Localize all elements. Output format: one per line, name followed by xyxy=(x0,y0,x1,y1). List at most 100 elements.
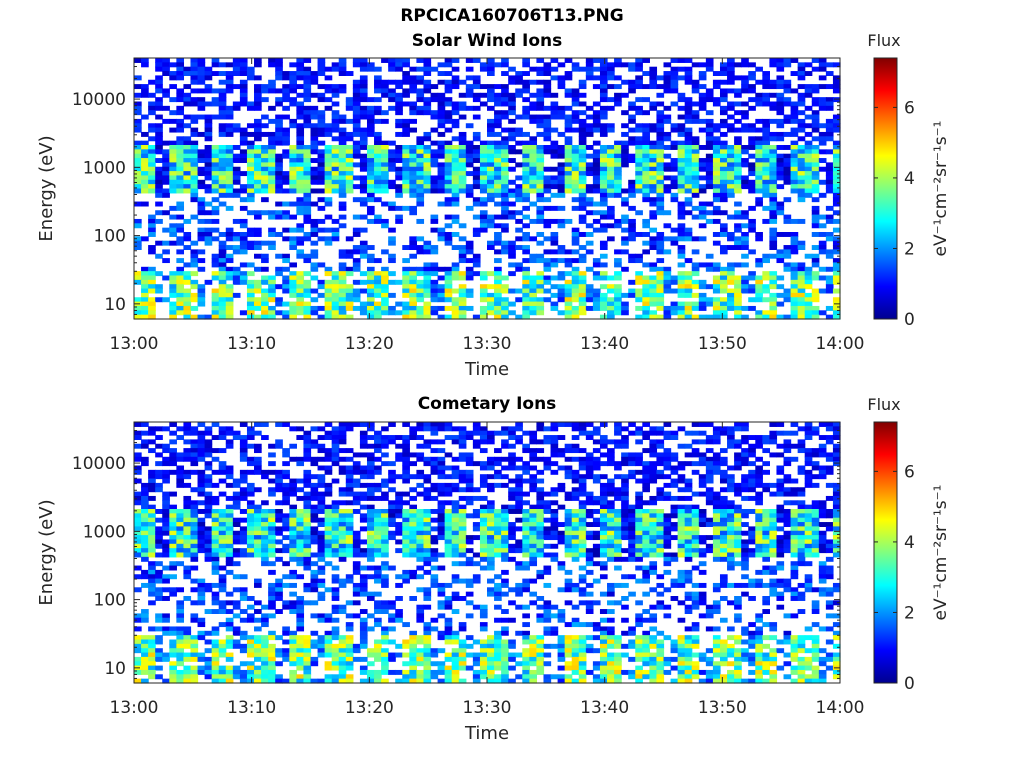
heatmap-cell xyxy=(310,218,319,224)
heatmap-cell xyxy=(628,236,636,242)
heatmap-cell xyxy=(670,84,679,90)
heatmap-cell xyxy=(748,145,756,150)
heatmap-cell xyxy=(811,288,820,294)
heatmap-cell xyxy=(684,504,693,510)
heatmap-cell xyxy=(423,513,432,519)
heatmap-cell xyxy=(239,232,248,237)
heatmap-cell xyxy=(755,175,763,181)
heatmap-cell xyxy=(727,271,735,277)
heatmap-cell xyxy=(734,288,742,294)
heatmap-cell xyxy=(472,92,481,98)
heatmap-cell xyxy=(529,452,538,458)
heatmap-cell xyxy=(748,448,756,454)
heatmap-cell xyxy=(423,179,432,185)
heatmap-cell xyxy=(614,292,622,298)
heatmap-cell xyxy=(162,58,170,63)
heatmap-cell xyxy=(261,197,269,203)
heatmap-cell xyxy=(331,232,340,237)
heatmap-cell xyxy=(444,275,453,281)
heatmap-cell xyxy=(176,118,185,124)
heatmap-cell xyxy=(501,223,509,229)
heatmap-cell xyxy=(246,75,255,81)
heatmap-cell xyxy=(275,184,283,190)
heatmap-cell xyxy=(621,435,629,440)
heatmap-cell xyxy=(134,140,142,146)
heatmap-cell xyxy=(621,110,629,116)
heatmap-cell xyxy=(494,118,502,124)
heatmap-cell xyxy=(628,105,636,111)
heatmap-cell xyxy=(607,301,615,307)
heatmap-cell xyxy=(585,188,594,194)
heatmap-cell xyxy=(395,504,403,510)
heatmap-cell xyxy=(705,435,714,440)
heatmap-cell xyxy=(296,288,305,294)
heatmap-cell xyxy=(712,495,721,501)
heatmap-cell xyxy=(246,123,255,129)
heatmap-cell xyxy=(141,158,149,163)
heatmap-cell xyxy=(345,448,354,454)
heatmap-cell xyxy=(366,184,375,190)
heatmap-cell xyxy=(458,140,467,146)
heatmap-cell xyxy=(254,305,262,311)
heatmap-cell xyxy=(592,179,601,185)
heatmap-cell xyxy=(727,79,735,85)
heatmap-cell xyxy=(479,430,488,436)
heatmap-cell xyxy=(642,487,650,493)
heatmap-cell xyxy=(811,158,820,163)
heatmap-cell xyxy=(268,214,276,220)
heatmap-cell xyxy=(282,461,290,467)
heatmap-cell xyxy=(776,249,785,255)
heatmap-cell xyxy=(755,456,763,462)
heatmap-cell xyxy=(536,97,545,103)
heatmap-cell xyxy=(162,491,170,497)
heatmap-cell xyxy=(169,140,177,146)
heatmap-cell xyxy=(310,439,319,445)
heatmap-cell xyxy=(374,175,382,181)
heatmap-cell xyxy=(324,487,333,493)
heatmap-cell xyxy=(543,79,552,85)
heatmap-cell xyxy=(762,145,770,150)
heatmap-cell xyxy=(423,284,432,290)
x-axis-label: Time xyxy=(464,359,509,380)
heatmap-cell xyxy=(204,101,213,107)
heatmap-cell xyxy=(366,443,375,449)
heatmap-cell xyxy=(444,153,453,159)
heatmap-cell xyxy=(366,197,375,203)
heatmap-cell xyxy=(684,310,693,316)
heatmap-cell xyxy=(352,101,361,107)
heatmap-cell xyxy=(663,114,672,120)
heatmap-cell xyxy=(656,197,665,203)
heatmap-cell xyxy=(352,491,361,497)
heatmap-cell xyxy=(155,105,163,111)
heatmap-cell xyxy=(811,118,820,124)
heatmap-cell xyxy=(381,158,389,163)
heatmap-cell xyxy=(592,430,601,436)
heatmap-cell xyxy=(218,153,227,159)
heatmap-cell xyxy=(254,443,262,449)
heatmap-cell xyxy=(656,118,665,124)
heatmap-cell xyxy=(599,271,608,277)
heatmap-cell xyxy=(691,158,700,163)
heatmap-cell xyxy=(197,201,206,207)
heatmap-cell xyxy=(296,284,305,290)
heatmap-cell xyxy=(494,271,502,277)
heatmap-cell xyxy=(381,88,389,94)
heatmap-cell xyxy=(741,145,749,150)
heatmap-cell xyxy=(472,461,481,467)
heatmap-cell xyxy=(494,232,502,237)
heatmap-cell xyxy=(359,179,368,185)
heatmap-cell xyxy=(832,118,841,124)
heatmap-cell xyxy=(670,166,679,172)
heatmap-cell xyxy=(649,314,658,320)
heatmap-cell xyxy=(691,301,700,307)
heatmap-cell xyxy=(451,175,460,181)
heatmap-cell xyxy=(254,227,262,233)
heatmap-cell xyxy=(790,131,799,137)
heatmap-cell xyxy=(642,58,650,63)
heatmap-cell xyxy=(543,205,552,211)
heatmap-cell xyxy=(628,430,636,436)
heatmap-cell xyxy=(550,262,559,268)
heatmap-cell xyxy=(741,461,749,467)
heatmap-cell xyxy=(451,456,460,462)
heatmap-cell xyxy=(437,439,446,445)
